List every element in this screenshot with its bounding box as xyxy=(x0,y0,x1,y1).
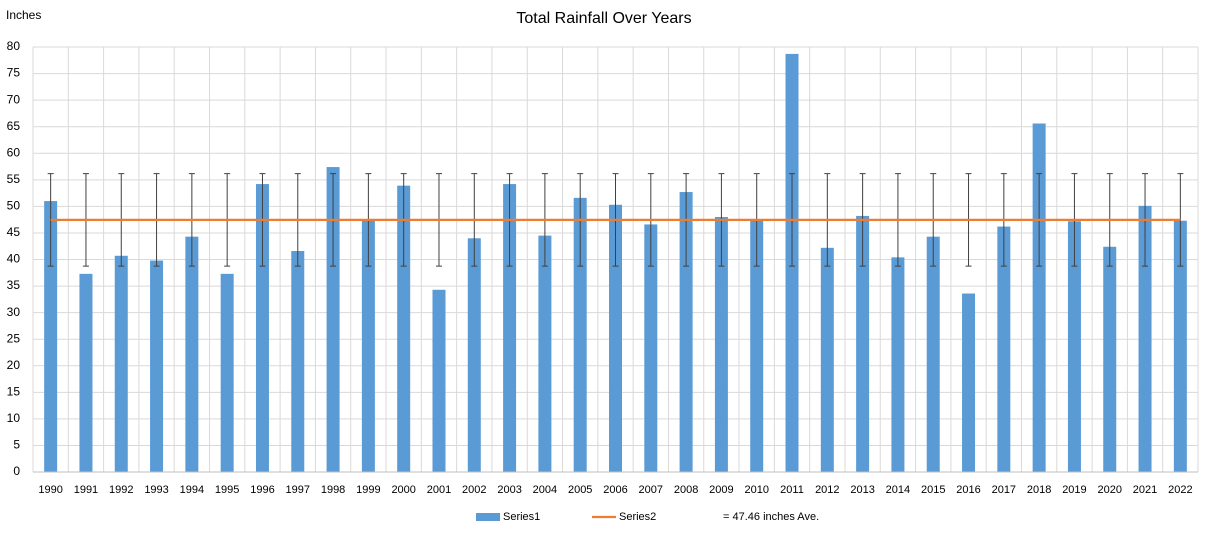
x-tick-label: 2012 xyxy=(815,484,839,496)
x-tick-label: 2015 xyxy=(921,484,945,496)
bar xyxy=(997,226,1011,472)
x-tick-label: 1991 xyxy=(74,484,98,496)
bar xyxy=(1103,246,1117,472)
x-tick-label: 2018 xyxy=(1027,484,1051,496)
bar xyxy=(609,204,622,472)
bar xyxy=(361,220,375,472)
x-tick-label: 2000 xyxy=(391,484,415,496)
bar xyxy=(467,238,481,472)
bar xyxy=(220,273,234,472)
error-bar xyxy=(47,173,54,267)
y-tick-label: 60 xyxy=(7,145,21,159)
x-tick-label: 2020 xyxy=(1098,484,1122,496)
bar xyxy=(538,235,552,472)
x-tick-label: 2019 xyxy=(1062,484,1086,496)
legend-label: Series1 xyxy=(503,511,540,523)
bar xyxy=(255,184,269,472)
bar xyxy=(432,289,446,472)
legend-swatch xyxy=(476,513,500,521)
y-axis-label: Inches xyxy=(6,8,41,22)
y-tick-label: 75 xyxy=(7,66,21,80)
x-tick-label: 1995 xyxy=(215,484,239,496)
y-tick-label: 25 xyxy=(7,331,21,345)
y-tick-label: 30 xyxy=(7,305,21,319)
x-tick-label: 2001 xyxy=(427,484,451,496)
y-tick-label: 45 xyxy=(7,225,21,239)
bar xyxy=(1032,123,1046,472)
y-tick-label: 55 xyxy=(7,172,21,186)
x-tick-label: 2008 xyxy=(674,484,698,496)
x-tick-label: 2002 xyxy=(462,484,486,496)
bar xyxy=(326,167,340,472)
x-tick-label: 2022 xyxy=(1168,484,1192,496)
x-tick-label: 1993 xyxy=(144,484,168,496)
y-tick-label: 70 xyxy=(7,92,21,106)
y-tick-label: 65 xyxy=(7,119,21,133)
x-tick-label: 2011 xyxy=(780,484,804,496)
bar xyxy=(714,217,728,472)
x-tick-label: 2007 xyxy=(639,484,663,496)
bar xyxy=(397,185,411,472)
y-tick-label: 80 xyxy=(7,39,21,53)
bar xyxy=(114,255,128,472)
bar xyxy=(1067,221,1081,472)
y-tick-label: 10 xyxy=(7,411,21,425)
bar xyxy=(573,197,587,472)
bar xyxy=(820,247,834,472)
bar xyxy=(503,184,517,472)
bar xyxy=(1173,220,1187,472)
bar xyxy=(185,236,199,472)
bar xyxy=(150,260,164,472)
x-tick-label: 1992 xyxy=(109,484,133,496)
bar xyxy=(291,251,305,472)
x-tick-label: 2021 xyxy=(1133,484,1157,496)
x-tick-label: 1996 xyxy=(250,484,274,496)
x-tick-label: 2016 xyxy=(956,484,980,496)
bar xyxy=(891,257,905,472)
bar xyxy=(962,293,976,472)
bar xyxy=(750,219,764,472)
x-tick-label: 1998 xyxy=(321,484,345,496)
bar xyxy=(679,192,693,472)
x-tick-label: 2017 xyxy=(992,484,1016,496)
bar xyxy=(926,236,940,472)
y-tick-label: 5 xyxy=(13,438,20,452)
x-tick-label: 2006 xyxy=(603,484,627,496)
bar xyxy=(44,201,58,472)
x-tick-label: 2003 xyxy=(497,484,521,496)
x-tick-label: 2004 xyxy=(533,484,557,496)
x-tick-label: 2009 xyxy=(709,484,733,496)
x-tick-label: 2010 xyxy=(744,484,768,496)
bar xyxy=(79,273,93,472)
y-tick-label: 40 xyxy=(7,252,21,266)
legend-label: Series2 xyxy=(619,511,656,523)
bar xyxy=(1138,205,1152,472)
x-tick-label: 1999 xyxy=(356,484,380,496)
chart-title: Total Rainfall Over Years xyxy=(516,10,691,27)
y-tick-label: 0 xyxy=(13,464,20,478)
x-tick-label: 1994 xyxy=(180,484,204,496)
x-tick-label: 1997 xyxy=(286,484,310,496)
x-tick-label: 2005 xyxy=(568,484,592,496)
x-tick-label: 2014 xyxy=(886,484,910,496)
error-bar xyxy=(1177,173,1184,267)
x-tick-label: 1990 xyxy=(38,484,62,496)
bar xyxy=(644,224,658,472)
y-tick-label: 35 xyxy=(7,278,21,292)
legend-note: = 47.46 inches Ave. xyxy=(723,511,819,523)
y-tick-label: 15 xyxy=(7,384,21,398)
x-tick-label: 2013 xyxy=(850,484,874,496)
bar xyxy=(856,215,870,472)
y-tick-label: 20 xyxy=(7,358,21,372)
y-tick-label: 50 xyxy=(7,199,21,213)
